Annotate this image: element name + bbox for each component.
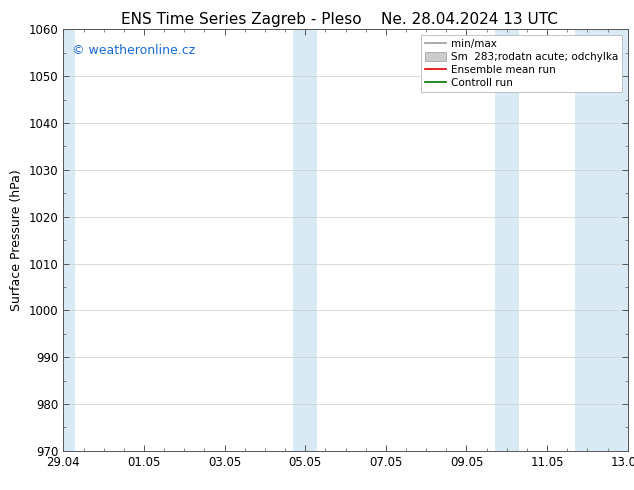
- Legend: min/max, Sm  283;rodatn acute; odchylka, Ensemble mean run, Controll run: min/max, Sm 283;rodatn acute; odchylka, …: [421, 35, 623, 92]
- Bar: [63, 29, 75, 451]
- Bar: [293, 29, 317, 451]
- Y-axis label: Surface Pressure (hPa): Surface Pressure (hPa): [10, 169, 23, 311]
- Text: Ne. 28.04.2024 13 UTC: Ne. 28.04.2024 13 UTC: [381, 12, 557, 27]
- Text: ENS Time Series Zagreb - Pleso: ENS Time Series Zagreb - Pleso: [120, 12, 361, 27]
- Text: © weatheronline.cz: © weatheronline.cz: [72, 44, 195, 57]
- Bar: [575, 29, 628, 451]
- Bar: [495, 29, 519, 451]
